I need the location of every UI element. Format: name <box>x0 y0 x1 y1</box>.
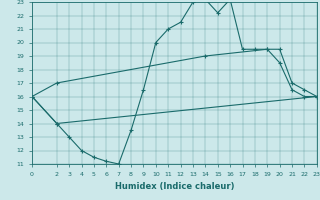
X-axis label: Humidex (Indice chaleur): Humidex (Indice chaleur) <box>115 182 234 191</box>
